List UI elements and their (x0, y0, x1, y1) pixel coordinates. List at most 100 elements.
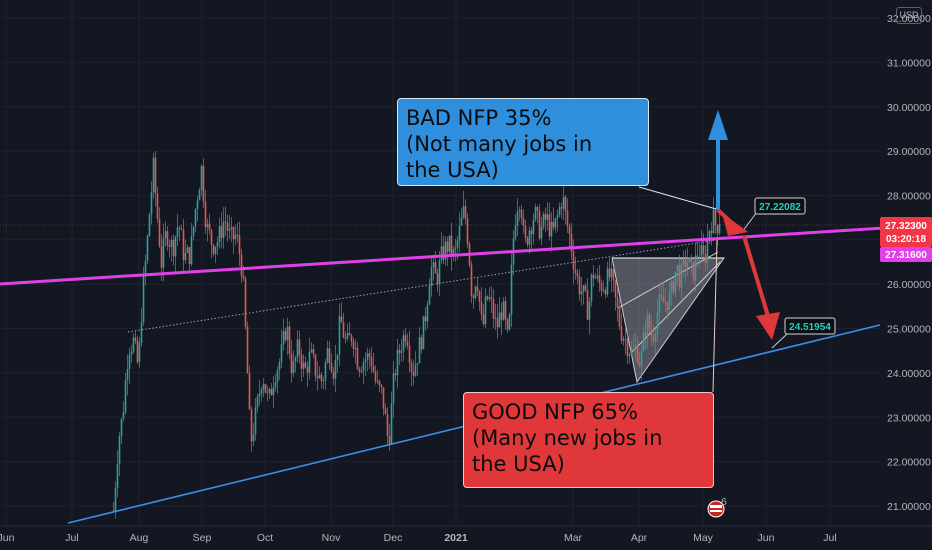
candle-body (612, 268, 615, 281)
price-tick-label: 22.00000 (887, 457, 931, 469)
candle-body (440, 246, 443, 261)
candle-body (572, 251, 575, 270)
candle-body (690, 257, 693, 262)
candle-body (698, 256, 701, 258)
time-axis-bg (0, 526, 932, 550)
candle-body (534, 207, 537, 220)
candle-body (400, 351, 403, 353)
candle-body (344, 337, 347, 339)
candle-body (408, 345, 411, 363)
candle-body (622, 338, 625, 341)
candle-body (174, 236, 177, 257)
candle-body (330, 362, 333, 372)
candle-body (250, 409, 253, 442)
candle-body (348, 333, 351, 336)
candle-body (384, 408, 387, 415)
candle-body (466, 218, 469, 244)
candle-body (510, 264, 513, 315)
candle-body (676, 264, 679, 272)
candle-body (546, 214, 549, 220)
candle-body (366, 353, 369, 360)
candle-body (282, 330, 285, 345)
candle-body (710, 230, 713, 233)
time-tick-label: Dec (384, 532, 403, 544)
candle-body (306, 367, 309, 373)
candle-body (450, 235, 453, 256)
candle-body (292, 361, 295, 374)
last-price-tag (880, 217, 932, 247)
time-tick-label: Nov (322, 532, 341, 544)
candle-body (134, 337, 137, 341)
candle-body (680, 264, 683, 288)
grid-lines (0, 0, 880, 525)
candle-body (182, 230, 185, 261)
candle-body (618, 307, 621, 327)
candle-body (568, 226, 571, 234)
candle-body (374, 371, 377, 382)
candle-body (232, 227, 235, 240)
candle-body (430, 267, 433, 287)
countdown-value: 03:20:18 (886, 234, 926, 245)
candle-body (202, 165, 205, 202)
candle-body (632, 349, 635, 350)
candle-body (352, 341, 355, 349)
candle-body (242, 275, 245, 279)
candle-body (484, 296, 487, 325)
candle-body (148, 214, 151, 237)
candle-body (564, 197, 567, 211)
candle-body (600, 283, 603, 291)
dotted-channel-line (127, 239, 717, 333)
candle-body (314, 354, 317, 377)
candle-body (246, 326, 249, 374)
candle-body (332, 371, 335, 379)
candle-body (372, 366, 375, 372)
candle-body (488, 297, 491, 300)
price-tick-label: 29.00000 (887, 146, 931, 158)
candle-body (398, 349, 401, 353)
candle-body (602, 290, 605, 291)
price-tick-label: 23.00000 (887, 412, 931, 424)
time-tick-label: Mar (564, 532, 583, 544)
candle-body (504, 301, 507, 320)
candle-body (310, 349, 313, 352)
candle-body (188, 247, 191, 265)
candle-body (562, 197, 565, 209)
red-arrow-head-1 (722, 213, 748, 236)
price-tick-label: 31.00000 (887, 57, 931, 69)
candle-body (254, 407, 257, 435)
candle-body (228, 229, 231, 231)
time-tick-label: Oct (257, 532, 273, 544)
good-nfp-callout: GOOD NFP 65% (Many new jobs in the USA) (463, 392, 714, 488)
candle-body (428, 286, 431, 305)
candle-body (530, 230, 533, 235)
candle-body (204, 201, 207, 227)
candle-body (120, 418, 123, 437)
candle-body (456, 240, 459, 248)
candle-body (706, 237, 709, 263)
candle-body (712, 209, 715, 233)
candle-body (362, 362, 365, 372)
candle-body (346, 333, 349, 339)
candle-body (606, 268, 609, 295)
candle-body (718, 223, 721, 234)
candle-body (390, 403, 393, 444)
candle-body (714, 209, 717, 226)
candle-body (570, 233, 573, 252)
us-flag-stripe2-icon (710, 510, 722, 512)
candle-body (642, 332, 645, 351)
candle-body (328, 348, 331, 363)
candle-body (412, 371, 415, 376)
candle-body (386, 414, 389, 436)
currency-badge[interactable]: USD (896, 7, 922, 24)
candle-body (200, 165, 203, 191)
candle-body (252, 434, 255, 442)
candle-body (472, 295, 475, 299)
candle-body (116, 463, 119, 489)
candle-body (518, 209, 521, 212)
candle-body (590, 274, 593, 302)
candle-body (516, 211, 519, 226)
candle-body (414, 364, 417, 376)
candle-body (422, 316, 425, 350)
candle-body (498, 312, 501, 328)
